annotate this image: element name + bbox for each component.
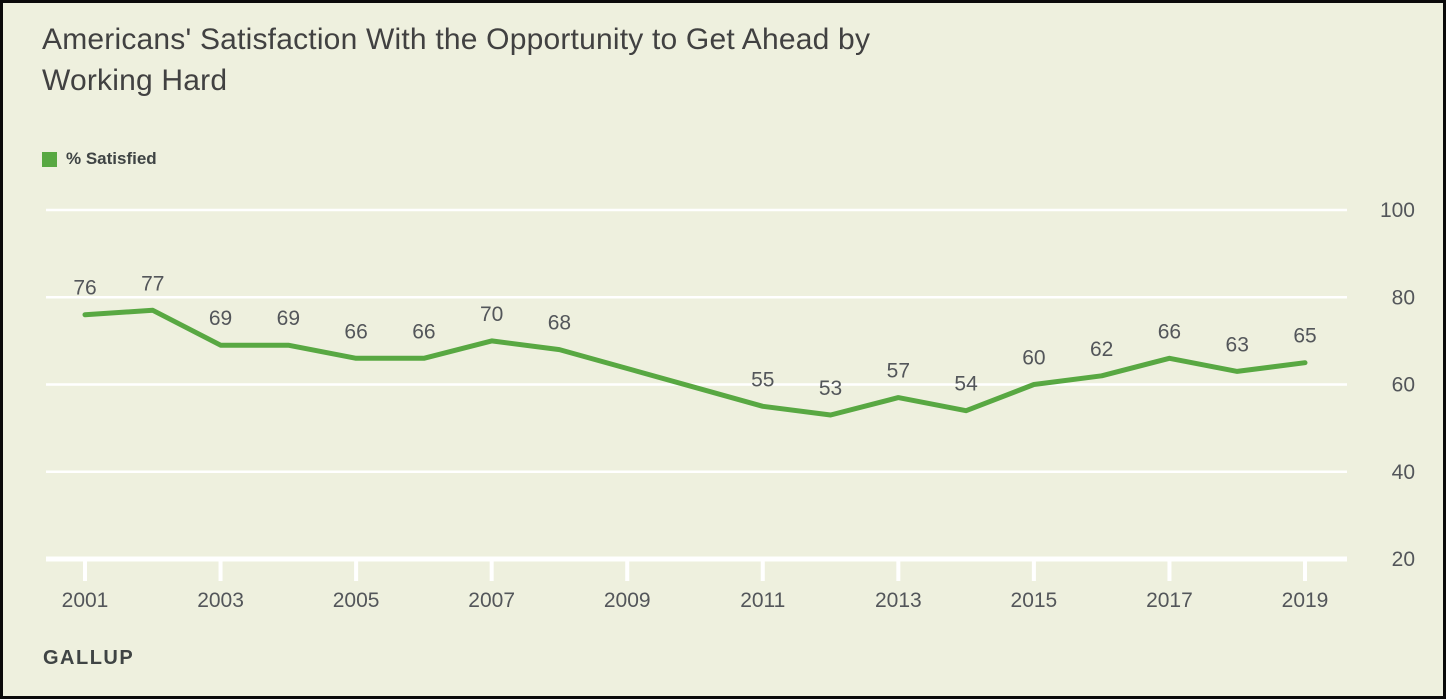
x-axis-label-2001: 2001 [62,589,109,612]
x-axis-label-2003: 2003 [197,589,244,612]
page-title: Americans' Satisfaction With the Opportu… [42,19,870,101]
title-line-2: Working Hard [42,64,228,97]
data-label-2003: 69 [209,307,232,330]
x-axis-label-2015: 2015 [1011,589,1058,612]
y-axis-label-40: 40 [1392,461,1415,484]
data-label-2004: 69 [277,307,300,330]
data-label-2008: 68 [548,312,571,335]
title-line-1: Americans' Satisfaction With the Opportu… [42,23,871,56]
data-label-2016: 62 [1090,338,1113,361]
x-axis-label-2011: 2011 [740,589,785,612]
x-axis-label-2013: 2013 [875,589,922,612]
y-axis-label-60: 60 [1392,374,1415,397]
data-label-2017: 66 [1158,320,1181,343]
data-label-2001: 76 [73,277,96,300]
x-axis-label-2017: 2017 [1146,589,1193,612]
y-axis-label-80: 80 [1392,286,1415,309]
x-axis-label-2005: 2005 [333,589,380,612]
y-axis-label-20: 20 [1392,548,1415,571]
data-label-2015: 60 [1022,347,1045,370]
x-axis-label-2009: 2009 [604,589,651,612]
data-label-2013: 57 [887,360,910,383]
x-axis-label-2019: 2019 [1282,589,1329,612]
legend-label: % Satisfied [66,149,157,168]
data-label-2005: 66 [344,320,367,343]
legend-swatch-satisfied [42,151,57,167]
data-label-2006: 66 [412,320,435,343]
data-label-2019: 65 [1293,325,1316,348]
data-label-2014: 54 [954,373,978,396]
data-label-2012: 53 [819,377,842,400]
data-label-2011: 55 [751,368,774,391]
series-line-satisfied [82,307,1308,418]
data-label-2002: 77 [141,272,164,295]
data-label-2007: 70 [480,303,503,326]
legend: % Satisfied [42,149,157,169]
source-attribution: GALLUP [43,647,135,669]
data-label-2018: 63 [1226,333,1249,356]
x-axis-label-2007: 2007 [468,589,515,612]
y-axis-label-100: 100 [1380,199,1415,222]
line-chart: 20 40 60 80 100 2001 2003 2005 2007 2009 2011 2013 2… [46,199,1415,612]
